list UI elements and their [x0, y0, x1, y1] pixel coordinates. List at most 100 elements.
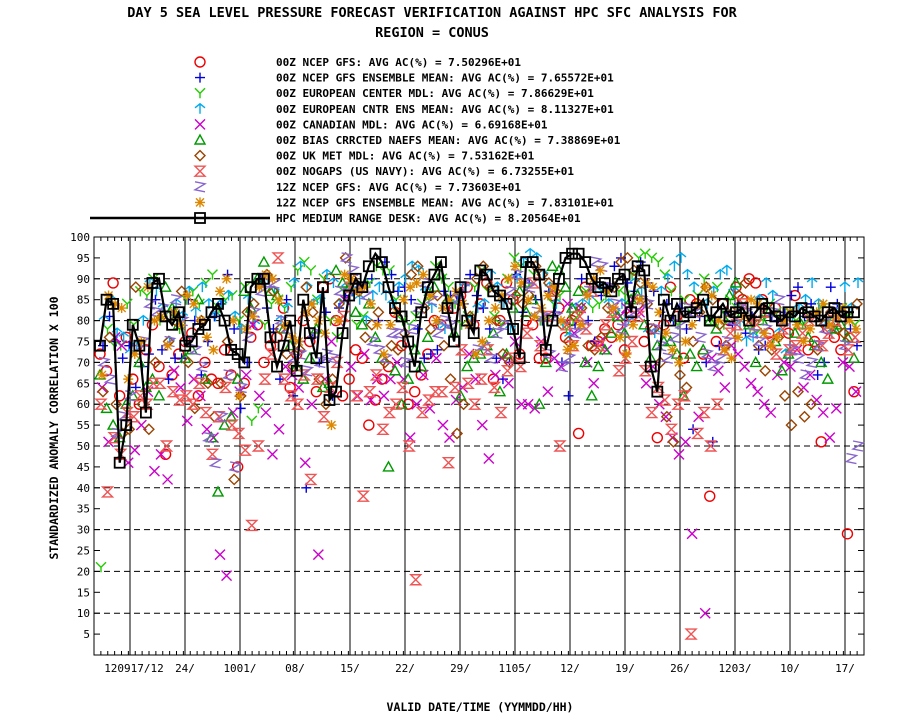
y-tick-label: 15	[77, 586, 90, 599]
data-point	[215, 377, 228, 390]
data-point	[306, 327, 321, 339]
data-point	[369, 369, 384, 381]
data-point	[246, 415, 258, 426]
data-point	[437, 339, 450, 352]
data-point	[555, 315, 566, 326]
x-tick-label: 15/	[340, 662, 360, 675]
data-point	[258, 356, 270, 369]
data-point	[372, 306, 385, 319]
data-point	[260, 407, 272, 419]
legend-marker-diamond	[194, 149, 206, 162]
data-point	[172, 348, 185, 360]
data-point	[490, 327, 505, 339]
data-point	[166, 369, 178, 381]
series-10	[94, 247, 860, 469]
data-point	[646, 252, 658, 263]
data-point	[94, 348, 106, 360]
data-point	[704, 490, 716, 502]
data-point	[844, 452, 859, 465]
data-point	[196, 281, 208, 293]
data-point	[542, 386, 554, 398]
data-point	[359, 282, 370, 293]
data-point	[212, 411, 226, 423]
data-point	[389, 398, 403, 410]
data-point	[223, 289, 235, 301]
data-point	[162, 473, 174, 485]
data-point	[723, 327, 738, 339]
data-point	[97, 385, 109, 398]
x-tick-label: 29/	[450, 662, 470, 675]
data-point	[428, 280, 441, 292]
data-point	[205, 448, 220, 461]
legend-entry: 00Z EUROPEAN CENTER MDL: AVG AC(%) = 7.8…	[276, 87, 594, 100]
data-point	[293, 348, 308, 360]
data-point	[310, 352, 323, 365]
data-point	[562, 335, 575, 348]
legend-entry: 00Z CANADIAN MDL: AVG AC(%) = 6.69168E+0…	[276, 118, 548, 131]
data-point	[356, 490, 370, 502]
data-point	[378, 390, 390, 402]
data-point	[238, 284, 251, 297]
legend-marker-circle	[194, 56, 206, 68]
data-point	[277, 373, 292, 385]
x-axis-ticks: 120917/12 24/1001/08/15/22/29/1105/12/19/…	[93, 237, 858, 675]
data-point	[474, 373, 488, 385]
legend-entry: 00Z NOGAPS (US NAVY): AVG AC(%) = 6.7325…	[276, 165, 574, 178]
data-point	[372, 319, 383, 330]
data-point	[254, 282, 265, 293]
data-point	[140, 398, 154, 410]
data-point	[614, 332, 625, 343]
data-point	[615, 323, 629, 335]
data-point	[675, 252, 687, 263]
data-point	[304, 473, 318, 486]
data-point	[791, 319, 802, 330]
y-tick-label: 80	[77, 315, 90, 328]
y-axis-label: STANDARDIZED ANOMALY CORRELATION X 100	[47, 296, 61, 559]
data-point	[553, 440, 567, 452]
data-point	[529, 260, 542, 273]
data-point	[719, 344, 730, 355]
data-point	[97, 369, 107, 380]
data-point	[325, 336, 337, 347]
data-point	[386, 269, 397, 280]
data-point	[106, 418, 120, 430]
data-point	[159, 440, 174, 452]
data-point	[102, 323, 114, 334]
data-point	[546, 259, 559, 271]
data-point	[395, 310, 408, 323]
data-point	[592, 339, 606, 352]
data-point	[229, 323, 240, 334]
data-point	[363, 419, 375, 431]
legend-entry: 00Z NCEP GFS: AVG AC(%) = 7.50296E+01	[276, 56, 521, 69]
data-point	[821, 372, 834, 384]
data-point	[673, 368, 686, 381]
data-point	[129, 444, 141, 456]
data-point	[358, 348, 370, 360]
y-tick-label: 20	[77, 565, 90, 578]
data-point	[422, 394, 436, 406]
data-point	[408, 360, 421, 373]
data-point	[415, 360, 428, 372]
data-point	[798, 369, 813, 381]
data-point	[559, 280, 572, 292]
data-point	[192, 390, 205, 402]
data-point	[565, 301, 579, 313]
data-point	[271, 252, 285, 264]
x-tick-label: 12/	[560, 662, 580, 675]
data-point	[818, 298, 829, 309]
data-point	[188, 373, 200, 385]
data-point	[123, 390, 138, 402]
data-point	[195, 360, 210, 373]
data-point	[660, 352, 675, 364]
data-point	[824, 319, 835, 330]
data-point	[133, 390, 148, 402]
data-point	[470, 373, 482, 385]
data-point	[752, 386, 764, 398]
data-point	[585, 272, 598, 285]
data-point	[638, 264, 651, 277]
data-point	[291, 398, 305, 410]
data-point	[798, 410, 811, 423]
data-point	[608, 303, 619, 314]
data-point	[116, 303, 127, 314]
data-point	[142, 423, 155, 436]
